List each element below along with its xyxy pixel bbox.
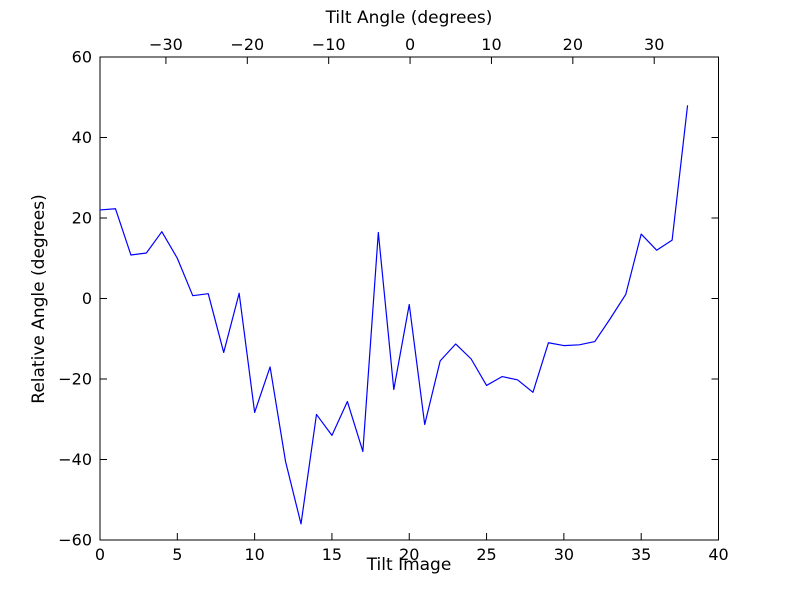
x-axis-title: Tilt Image — [366, 555, 452, 575]
data-line-relative-angle — [99, 105, 689, 525]
x-tick-label: 40 — [708, 545, 728, 564]
x-tick-label: 20 — [399, 545, 419, 564]
axes-spines — [99, 56, 719, 541]
x-tick-label: 30 — [554, 545, 574, 564]
y-tick-label: 40 — [72, 128, 92, 147]
y-tick-label: −40 — [58, 450, 92, 469]
top-tick-label: −20 — [230, 35, 264, 54]
x-tick-label: 35 — [631, 545, 651, 564]
x-tick-label: 5 — [172, 545, 182, 564]
x-tick-label: 0 — [95, 545, 105, 564]
y-tick-label: 0 — [82, 289, 92, 308]
y-tick-label: −20 — [58, 370, 92, 389]
y-tick-label: 60 — [72, 48, 92, 67]
top-tick-label: 20 — [563, 35, 583, 54]
x-tick-label: 25 — [476, 545, 496, 564]
top-tick-label: 30 — [644, 35, 664, 54]
y-tick-label: −60 — [58, 531, 92, 550]
x-tick-label: 15 — [322, 545, 342, 564]
y-tick-label: 20 — [72, 209, 92, 228]
top-tick-label: 10 — [481, 35, 501, 54]
top-tick-label: 0 — [405, 35, 415, 54]
top-tick-label: −10 — [312, 35, 346, 54]
x-tick-label: 10 — [244, 545, 264, 564]
y-axis-title: Relative Angle (degrees) — [29, 194, 49, 404]
top-axis-title: Tilt Angle (degrees) — [325, 8, 493, 28]
top-tick-label: −30 — [149, 35, 183, 54]
